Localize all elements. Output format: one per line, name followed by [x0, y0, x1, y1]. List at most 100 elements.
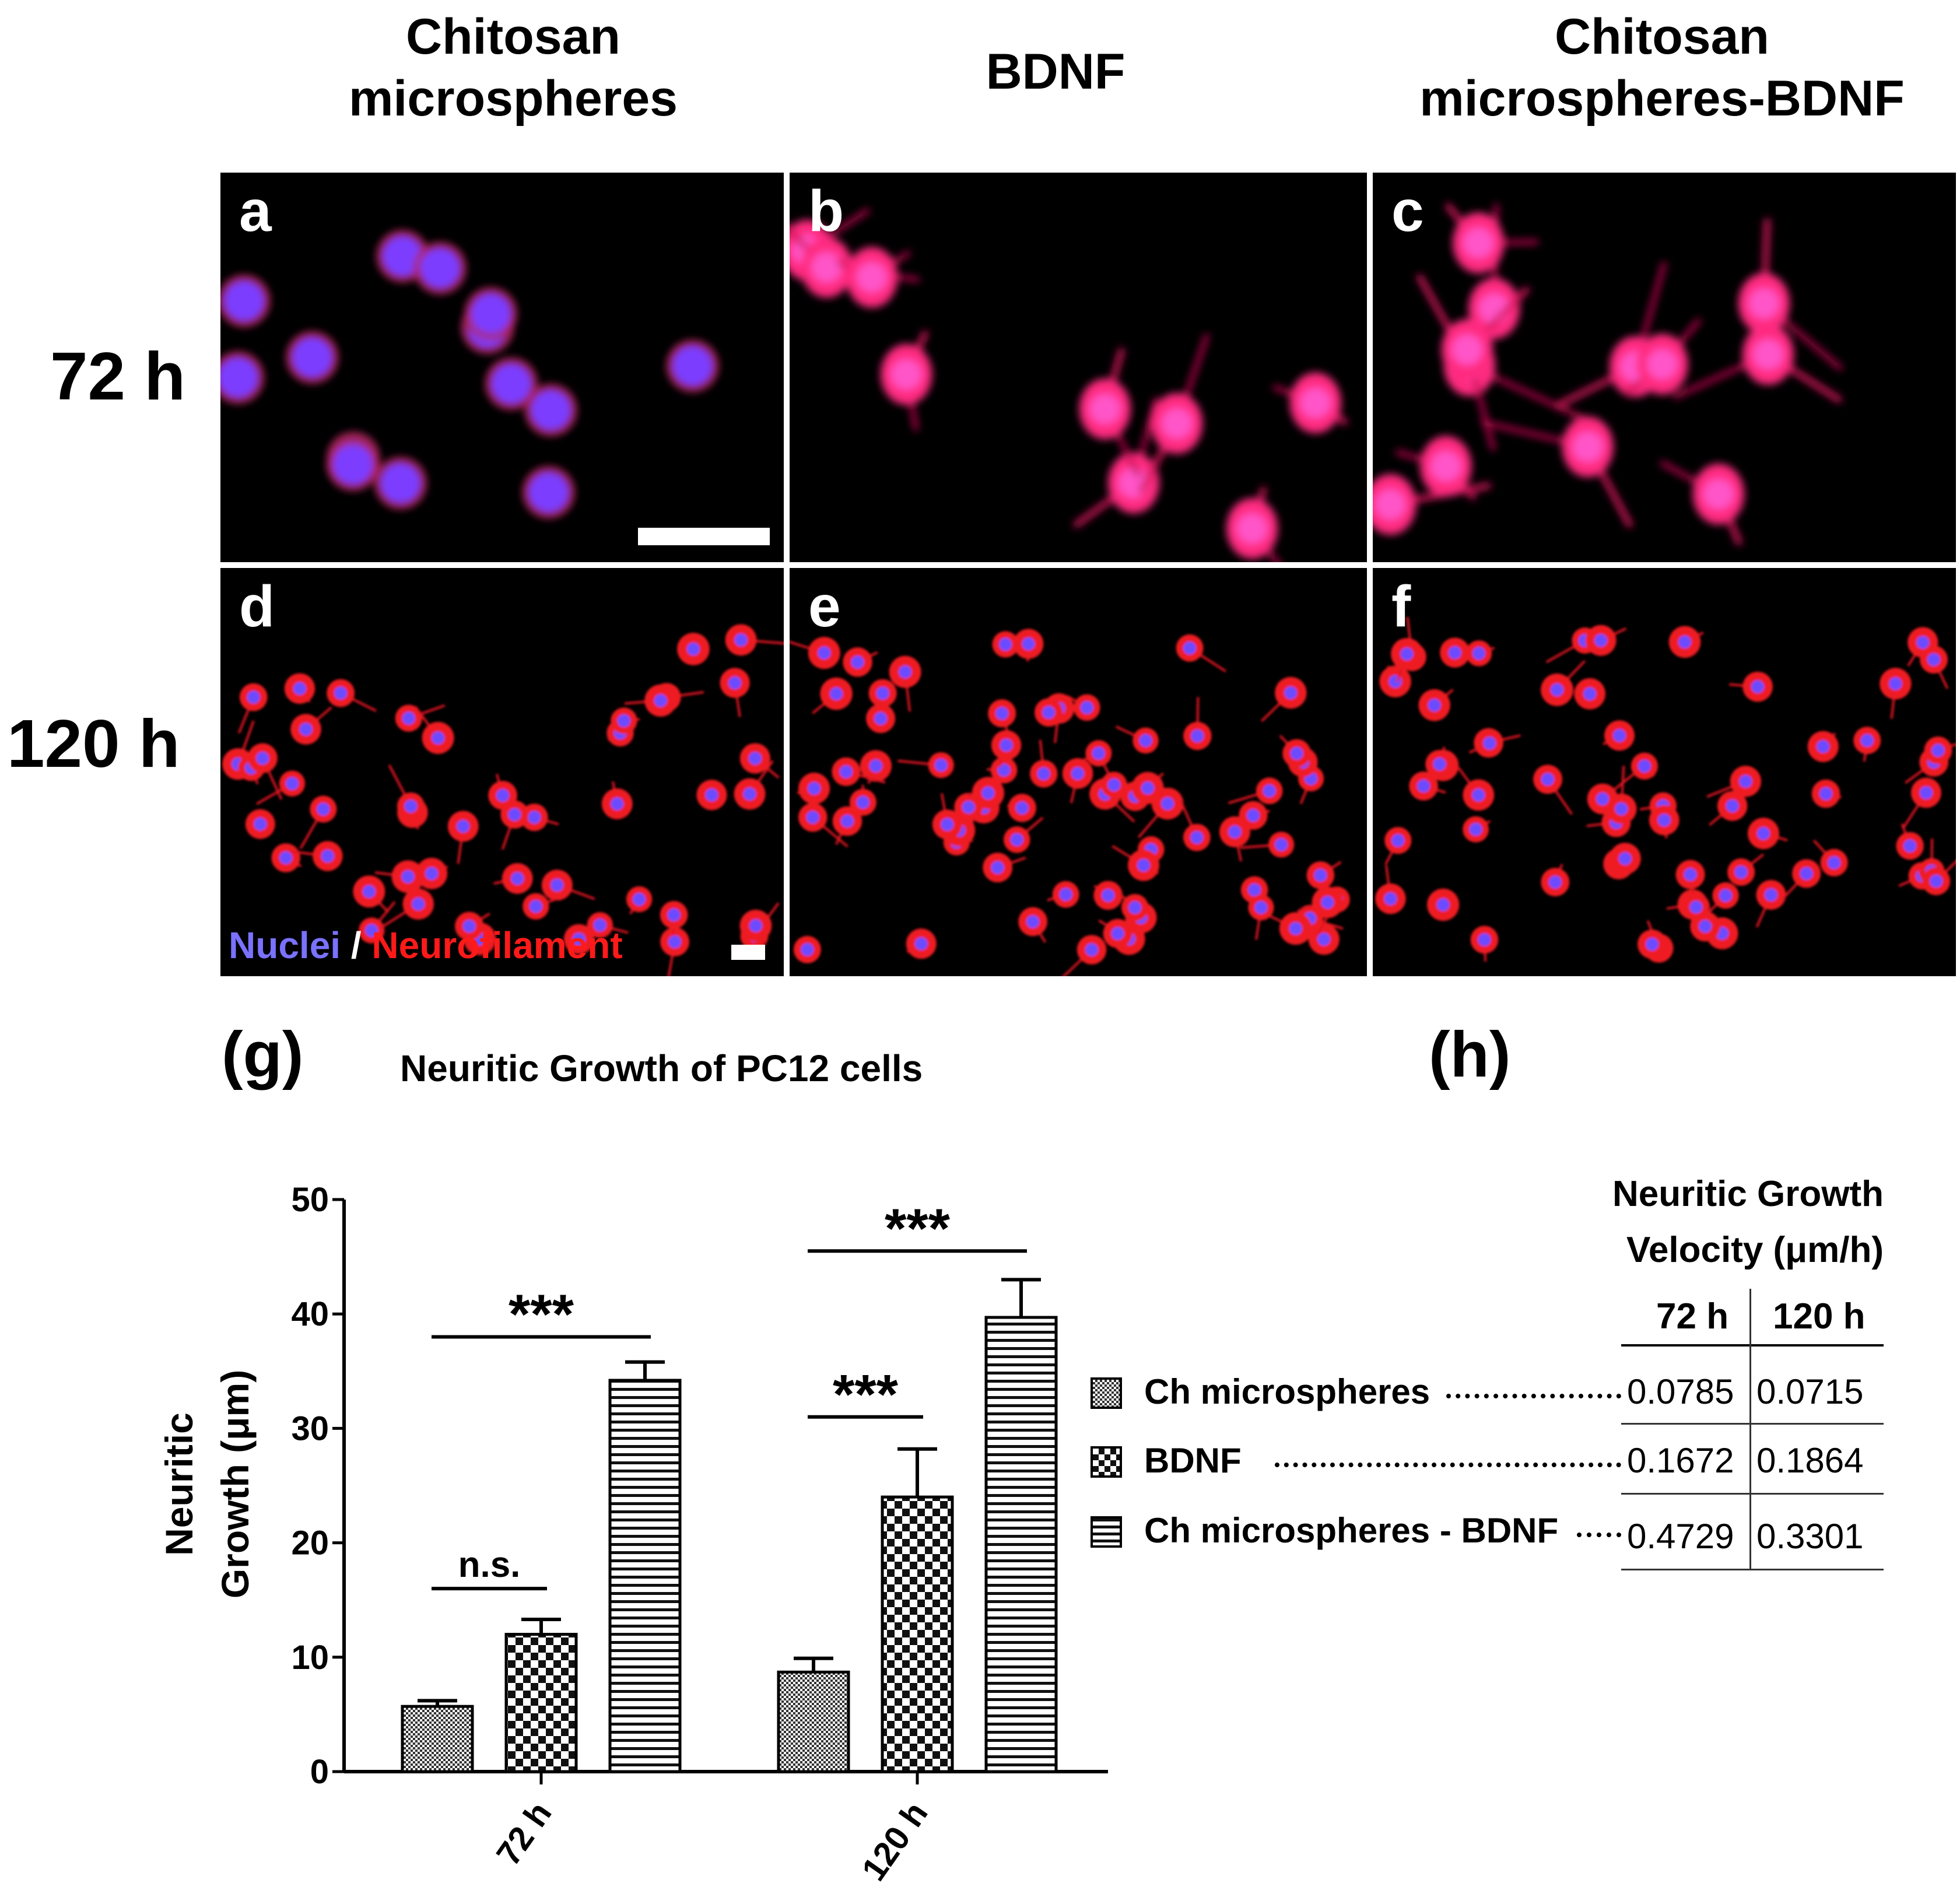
- cell-nucleus: [743, 787, 756, 801]
- cell-nucleus: [508, 808, 521, 821]
- cell-nucleus: [1010, 833, 1023, 846]
- cell-nucleus: [1756, 827, 1770, 840]
- row-header-120h: 120 h: [7, 706, 180, 781]
- cell-nucleus: [333, 444, 373, 485]
- cell-nucleus: [1080, 701, 1093, 714]
- panel-letter: e: [808, 574, 841, 639]
- cell-nucleus: [1391, 834, 1405, 847]
- cell-nucleus: [1433, 758, 1446, 771]
- cell-nucleus: [1085, 943, 1099, 956]
- cell-nucleus: [1930, 875, 1943, 888]
- cell-nucleus: [511, 872, 524, 885]
- cell-nucleus: [593, 918, 606, 932]
- cell-nucleus: [383, 236, 423, 276]
- cell-nucleus: [1739, 774, 1752, 788]
- cell-nucleus: [899, 665, 912, 679]
- micrograph-image: [790, 629, 1350, 976]
- legend-swatch-bdnf: [1091, 1446, 1122, 1478]
- cell-nucleus: [432, 731, 445, 745]
- leader-dots: [1275, 1463, 1621, 1467]
- chart-title: Neuritic Growth of PC12 cells: [400, 1047, 923, 1089]
- cell-nucleus: [1734, 865, 1748, 879]
- cell-nucleus: [818, 646, 831, 660]
- cell-nucleus: [991, 861, 1004, 874]
- cell-nucleus: [1190, 831, 1204, 844]
- cell-nucleus: [412, 897, 425, 911]
- cell-nucleus: [1828, 856, 1841, 869]
- y-tick-label: 10: [291, 1639, 329, 1677]
- cell-nucleus: [1290, 746, 1303, 760]
- cell-nucleus: [1618, 852, 1632, 865]
- cell-nucleus: [995, 707, 1009, 720]
- velocity-title-line: Velocity (μm/h): [1626, 1230, 1884, 1270]
- cell-nucleus: [528, 472, 569, 513]
- panel-letter: c: [1391, 178, 1424, 244]
- cell-nucleus: [531, 390, 571, 430]
- cell-nucleus: [830, 687, 843, 700]
- cell-nucleus: [1400, 647, 1414, 661]
- cell-nucleus: [420, 248, 460, 288]
- micrograph-panel-b: b: [790, 173, 1367, 562]
- cell-nucleus: [934, 759, 948, 772]
- cell-nucleus: [1162, 408, 1193, 439]
- column-header-chitosan: Chitosan microspheres: [233, 6, 793, 129]
- cell-nucleus: [404, 800, 418, 813]
- row-header-72h: 72 h: [50, 338, 186, 414]
- cell-nucleus: [1059, 888, 1072, 901]
- cell-nucleus: [462, 920, 476, 933]
- cell-nucleus: [1800, 867, 1813, 880]
- cell-nucleus: [1751, 680, 1765, 693]
- cell-nucleus: [1726, 799, 1739, 812]
- cell-nucleus: [425, 867, 439, 880]
- cell-nucleus: [1248, 883, 1261, 896]
- column-header-bdnf: BDNF: [793, 41, 1318, 103]
- stain-nuclei-label: Nuclei: [229, 924, 341, 966]
- cell-nucleus: [1541, 773, 1555, 786]
- figure-label-h: (h): [1429, 1019, 1511, 1090]
- cell-nucleus: [941, 818, 954, 831]
- cell-nucleus: [749, 919, 762, 932]
- cell-nucleus: [1254, 901, 1268, 914]
- micrograph-image: [220, 229, 720, 520]
- cell-nucleus: [1483, 737, 1496, 750]
- cell-nucleus: [256, 752, 269, 765]
- cell-nucleus: [1289, 922, 1302, 935]
- cell-nucleus: [1375, 489, 1406, 520]
- significance-label: ***: [833, 1363, 899, 1426]
- cell-nucleus: [891, 359, 922, 390]
- cell-nucleus: [1137, 858, 1151, 872]
- cell-nucleus: [874, 711, 888, 725]
- cell-nucleus: [491, 364, 531, 404]
- velocity-title-line: Neuritic Growth: [1612, 1174, 1884, 1214]
- cell-nucleus: [801, 943, 814, 956]
- cell-nucleus: [1417, 779, 1430, 793]
- table-divider: [1621, 1493, 1884, 1495]
- cell-nucleus: [1128, 901, 1142, 914]
- panel-letter: f: [1391, 574, 1411, 639]
- micrograph-panel-a: a: [220, 173, 784, 562]
- cell-nucleus: [402, 711, 415, 725]
- cell-nucleus: [1817, 740, 1830, 753]
- cell-nucleus: [1572, 432, 1603, 462]
- cell-nucleus: [1596, 793, 1610, 806]
- cell-nucleus: [401, 870, 415, 883]
- cell-nucleus: [1428, 699, 1441, 712]
- cell-nucleus: [705, 788, 718, 802]
- cell-nucleus: [1463, 227, 1494, 258]
- table-divider: [1621, 1423, 1884, 1425]
- micrograph-image: [790, 208, 1349, 562]
- y-tick-label: 40: [291, 1295, 329, 1333]
- velocity-row-label: BDNF: [1144, 1441, 1242, 1480]
- cell-nucleus: [471, 293, 511, 334]
- cell-nucleus: [224, 281, 264, 321]
- cell-nucleus: [617, 714, 630, 727]
- cell-nucleus: [1657, 813, 1671, 827]
- significance-label: n.s.: [458, 1545, 521, 1585]
- bar: [777, 1670, 850, 1773]
- cell-nucleus: [1092, 746, 1105, 760]
- cell-nucleus: [672, 346, 713, 386]
- bar: [504, 1633, 578, 1773]
- y-tick-label: 50: [291, 1181, 329, 1219]
- cell-nucleus: [1000, 738, 1013, 752]
- cell-nucleus: [551, 878, 564, 892]
